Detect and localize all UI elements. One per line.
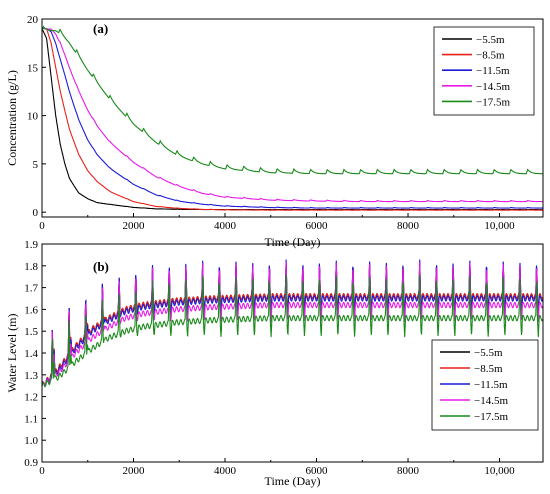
- x-tick-label: 8000: [397, 220, 420, 232]
- panel-a-x-ticks: 0 2000 4000 6000 8000 10,000: [39, 213, 515, 232]
- panel-b-label: (b): [93, 259, 109, 274]
- panel-b-series-line-4: [42, 274, 543, 388]
- panel-b-y-axis-label: Water Level (m): [5, 314, 19, 393]
- y-tick-label: 1.4: [24, 348, 38, 360]
- panel-a-legend: −5.5m −8.5m −11.5m −14.5m −17.5m: [433, 26, 535, 116]
- panel-b-y-ticks: 0.9 1.0 1.1 1.2 1.3 1.4 1.5 1.6 1.7 1.8 1.9: [24, 239, 46, 469]
- legend-box: [431, 339, 539, 431]
- legend-label: −5.5m: [476, 34, 505, 46]
- panel-a-plot-frame: [41, 18, 544, 218]
- x-tick-label: 8000: [397, 465, 420, 477]
- legend-label: −17.5m: [474, 411, 508, 423]
- y-tick-label: 1.1: [24, 413, 38, 425]
- y-tick-label: 20: [27, 14, 39, 26]
- legend-label: −8.5m: [474, 363, 503, 375]
- panel-a-label: (a): [93, 21, 108, 36]
- legend-label: −5.5m: [474, 347, 503, 359]
- panel-a-series-lines: [42, 25, 543, 211]
- panel-b-water-level-chart: 0 2000 4000 6000 8000 10,000 0.9 1.0 1.1 1.2 1.3 1…: [5, 239, 544, 488]
- y-tick-label: 10: [27, 111, 39, 123]
- y-tick-label: 1.0: [24, 435, 38, 447]
- legend-label: −11.5m: [476, 65, 510, 77]
- y-tick-label: 1.3: [24, 370, 38, 382]
- panel-a-series-line-4: [42, 25, 543, 175]
- legend-label: −8.5m: [476, 50, 505, 62]
- panel-b-series-line-2: [42, 259, 543, 387]
- y-tick-label: 5: [33, 159, 39, 171]
- legend-label: −11.5m: [474, 379, 508, 391]
- x-tick-label: 4000: [214, 465, 237, 477]
- panel-a-series-line-3: [42, 27, 543, 203]
- y-tick-label: 1.7: [24, 283, 38, 295]
- x-tick-label: 6000: [306, 465, 329, 477]
- panel-b-series-lines: [42, 259, 543, 388]
- y-tick-label: 1.6: [24, 304, 38, 316]
- y-tick-label: 0: [33, 207, 39, 219]
- x-tick-label: 2000: [123, 220, 146, 232]
- legend-box: [433, 26, 535, 116]
- x-tick-label: 10,000: [484, 465, 515, 477]
- y-tick-label: 1.9: [24, 239, 38, 251]
- panel-a-concentration-chart: 0 2000 4000 6000 8000 10,000 0 5 10 15 20 (a) Tim…: [5, 14, 544, 249]
- panel-a-y-axis-label: Concentration (g/L): [5, 70, 19, 166]
- x-tick-label: 4000: [214, 220, 237, 232]
- y-tick-label: 1.8: [24, 261, 38, 273]
- y-tick-label: 1.5: [24, 326, 38, 338]
- panel-a-y-ticks: 0 5 10 15 20: [27, 14, 46, 219]
- y-tick-label: 0.9: [24, 457, 38, 469]
- x-tick-label: 2000: [123, 465, 146, 477]
- legend-label: −14.5m: [474, 395, 508, 407]
- x-tick-label: 10,000: [484, 220, 515, 232]
- legend-label: −17.5m: [476, 96, 510, 108]
- y-tick-label: 1.2: [24, 392, 38, 404]
- panel-b-legend: −5.5m −8.5m −11.5m −14.5m −17.5m: [431, 339, 539, 431]
- panel-a-x-axis-label: Time (Day): [265, 235, 321, 249]
- panel-b-x-ticks: 0 2000 4000 6000 8000 10,000: [39, 458, 515, 477]
- panel-a-series-line-1: [42, 27, 543, 211]
- panel-a-series-line-2: [42, 27, 543, 209]
- y-tick-label: 15: [27, 62, 39, 74]
- x-tick-label: 0: [39, 465, 45, 477]
- x-tick-label: 0: [39, 220, 45, 232]
- legend-label: −14.5m: [476, 81, 510, 93]
- panel-b-x-axis-label: Time (Day): [265, 474, 321, 488]
- x-tick-label: 6000: [306, 220, 329, 232]
- panel-b-series-line-3: [42, 261, 543, 387]
